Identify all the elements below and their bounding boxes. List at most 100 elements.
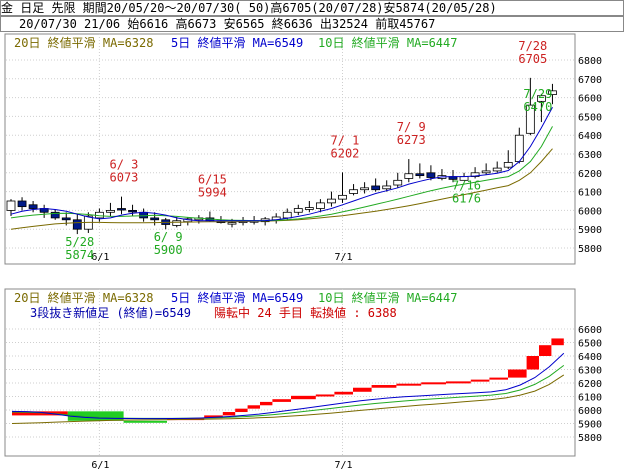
annotation-value: 6202 xyxy=(331,146,360,160)
annotation-date: 7/29 xyxy=(523,87,552,101)
ma5-line xyxy=(10,106,553,222)
candle-body xyxy=(6,200,16,211)
candle-body xyxy=(61,217,71,221)
break-block xyxy=(12,411,68,416)
top-y-tick-label: 6200 xyxy=(578,169,602,180)
top-y-tick-label: 5800 xyxy=(578,244,602,255)
candle-body xyxy=(492,167,502,172)
candle-body xyxy=(315,202,325,209)
candle-body xyxy=(304,207,314,210)
top-chart-panel xyxy=(4,33,576,265)
top-y-tick-label: 6600 xyxy=(578,94,602,105)
candle-body xyxy=(227,222,237,225)
annotation-value: 6470 xyxy=(523,100,552,114)
break-block xyxy=(204,415,223,419)
top-y-tick-label: 6000 xyxy=(578,206,602,217)
top-y-tick-label: 6800 xyxy=(578,56,602,67)
bottom-y-tick-label: 5800 xyxy=(578,433,602,444)
break-block xyxy=(508,369,527,378)
annotation-date: 7/16 xyxy=(452,178,481,192)
candle-body xyxy=(50,211,60,219)
candle-body xyxy=(327,198,336,204)
bottom-y-tick-label: 6500 xyxy=(578,339,602,350)
annotation-value: 6073 xyxy=(110,171,139,185)
bottom-ma10-line xyxy=(11,365,565,419)
bottom-ma5-line xyxy=(11,352,565,420)
break-block xyxy=(470,379,490,382)
bottom-legend-ma10: 10日 終値平滑 MA=6447 xyxy=(318,290,457,305)
annotation-value: 6273 xyxy=(397,133,426,147)
bottom-y-axis: 5800 5900 6000 6100 6200 6300 6400 6500 6600 xyxy=(578,325,602,444)
top-y-tick-label: 6500 xyxy=(578,112,602,123)
break-block xyxy=(421,382,446,385)
candle-body xyxy=(349,189,358,194)
candle-body xyxy=(503,162,513,168)
top-y-tick-label: 5900 xyxy=(578,225,602,236)
top-legend-ma10: 10日 終値平滑 MA=6447 xyxy=(318,35,457,50)
annotation-value: 6705 xyxy=(518,52,547,66)
candle-body xyxy=(282,211,292,219)
annotation-date: 5/28 xyxy=(65,235,94,249)
candle-body xyxy=(393,179,403,186)
break-block xyxy=(291,395,316,400)
candle-body xyxy=(117,208,126,211)
break-block xyxy=(260,401,273,406)
candle-body xyxy=(470,172,480,177)
break-block xyxy=(67,411,124,421)
bottom-x-tick-label: 7/1 xyxy=(335,460,353,471)
annotation-value: 5900 xyxy=(154,243,183,257)
bottom-y-tick-label: 6600 xyxy=(578,325,602,336)
break-block xyxy=(334,391,353,395)
candle-body xyxy=(72,219,82,230)
annotation-date: 6/ 3 xyxy=(110,158,139,172)
candle-body xyxy=(415,173,425,177)
ma10-line xyxy=(10,126,553,222)
bottom-y-tick-label: 6000 xyxy=(578,406,602,417)
candle-body xyxy=(28,204,38,209)
break-block xyxy=(551,338,564,346)
candle-body xyxy=(537,95,546,102)
top-y-tick-label: 6700 xyxy=(578,75,602,86)
bottom-legend-ma20: 20日 終値平滑 MA=6328 xyxy=(14,290,153,305)
break-block xyxy=(353,387,372,392)
bottom-y-tick-label: 6100 xyxy=(578,393,602,404)
top-y-tick-label: 6300 xyxy=(578,150,602,161)
bottom-blocks xyxy=(12,338,564,423)
candle-body xyxy=(481,170,491,174)
break-block xyxy=(371,385,397,388)
candle-body xyxy=(106,209,115,213)
annotation-value: 6176 xyxy=(452,191,481,205)
bottom-y-tick-label: 6400 xyxy=(578,352,602,363)
bottom-y-tick-label: 6300 xyxy=(578,366,602,377)
top-legend-ma5: 5日 終値平滑 MA=6549 xyxy=(171,35,303,50)
candle-body xyxy=(382,185,392,190)
candle-body xyxy=(128,209,137,213)
bottom-grid: 6/1 7/1 xyxy=(6,289,575,471)
candle-body xyxy=(525,104,535,134)
top-y-axis: 5800 5900 6000 6100 6200 6300 6400 6500 6600 6700… xyxy=(578,56,602,255)
break-block xyxy=(396,383,422,386)
candle-body xyxy=(360,187,370,191)
break-block xyxy=(272,399,291,402)
header-title: 金 日足 先限 期間20/05/20～20/07/30( 50)高6705(20… xyxy=(0,0,624,16)
candle-body xyxy=(548,90,557,95)
annotation-value: 5994 xyxy=(198,186,227,200)
top-y-tick-label: 6100 xyxy=(578,188,602,199)
bottom-x-tick-label: 6/1 xyxy=(91,460,109,471)
annotation-date: 6/15 xyxy=(198,173,227,187)
top-marks xyxy=(6,77,557,235)
break-block xyxy=(526,356,539,370)
candle-body xyxy=(172,220,182,226)
candle-body xyxy=(338,194,347,200)
annotation-date: 6/ 9 xyxy=(154,230,183,244)
bottom-info-right: 陽転中 24 手目 転換値 : 6388 xyxy=(214,305,397,320)
break-block xyxy=(123,420,167,423)
break-block xyxy=(222,412,236,416)
top-y-tick-label: 6400 xyxy=(578,131,602,142)
top-ma-lines xyxy=(10,106,553,230)
bottom-y-tick-label: 5900 xyxy=(578,420,602,431)
bottom-legend-ma5: 5日 終値平滑 MA=6549 xyxy=(171,290,303,305)
candle-body xyxy=(426,172,436,178)
candle-body xyxy=(404,173,414,179)
